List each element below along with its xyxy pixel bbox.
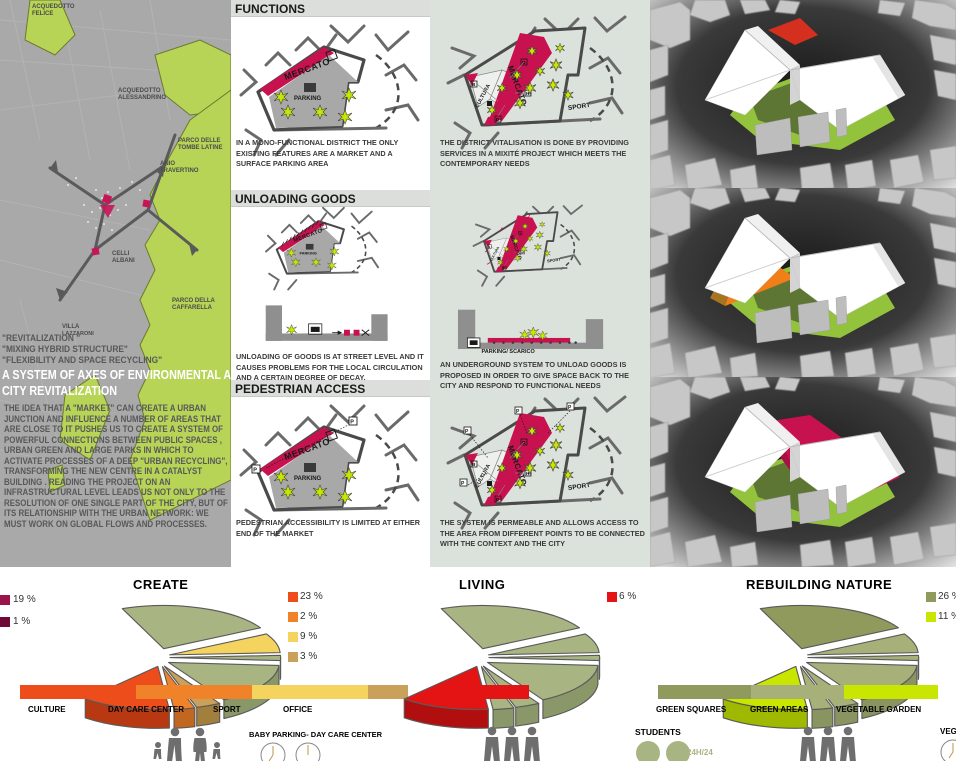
svg-text:ACQUEDOTTO: ACQUEDOTTO: [118, 88, 161, 94]
svg-text:SPORT: SPORT: [568, 482, 591, 492]
svg-text:P: P: [253, 468, 257, 474]
svg-text:TOMBE LATINE: TOMBE LATINE: [178, 145, 222, 151]
svg-text:VILLA: VILLA: [62, 324, 80, 330]
svg-text:TRAVERTINO: TRAVERTINO: [160, 168, 199, 174]
svg-text:PARKING: PARKING: [294, 96, 322, 102]
svg-text:FELICE: FELICE: [32, 11, 53, 17]
svg-text:PARKING: PARKING: [294, 476, 322, 482]
svg-text:ALESSANDRINO: ALESSANDRINO: [118, 95, 166, 101]
svg-text:ALBANI: ALBANI: [112, 258, 135, 264]
svg-text:SPORT: SPORT: [568, 102, 591, 112]
svg-text:PARCO DELLA: PARCO DELLA: [172, 298, 216, 304]
svg-text:PARCO DELLE: PARCO DELLE: [178, 138, 221, 144]
svg-text:CELLI: CELLI: [112, 251, 130, 257]
svg-text:ANIO: ANIO: [160, 161, 175, 167]
svg-text:D: D: [503, 266, 505, 270]
svg-text:PARKING/ SCARICO: PARKING/ SCARICO: [482, 349, 536, 355]
svg-text:SPORT: SPORT: [547, 257, 562, 264]
svg-text:ACQUEDOTTO: ACQUEDOTTO: [32, 4, 75, 10]
svg-text:CAFFARELLA: CAFFARELLA: [172, 305, 213, 311]
svg-text:B: B: [488, 245, 490, 249]
svg-text:P: P: [350, 420, 354, 426]
svg-text:PARKING: PARKING: [300, 252, 317, 256]
